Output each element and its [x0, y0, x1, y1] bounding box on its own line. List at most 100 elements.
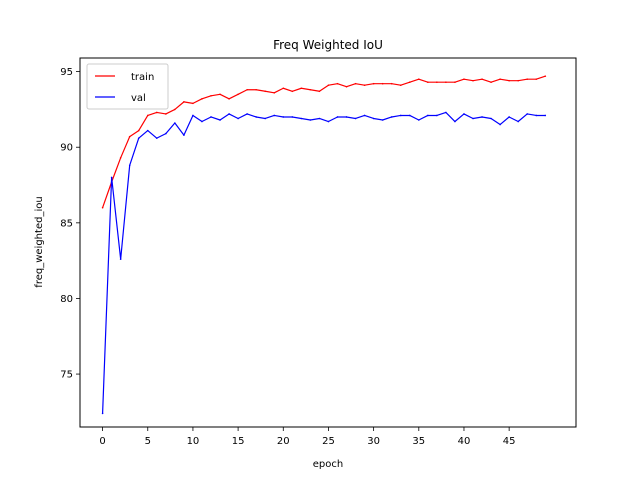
- x-tick-label: 30: [367, 436, 380, 447]
- data-point-val: [499, 123, 501, 126]
- y-tick-label: 75: [60, 370, 73, 381]
- x-tick-label: 0: [99, 436, 105, 447]
- plot-area: [101, 75, 547, 415]
- x-axis: 0 5 10 15 20 25 30 35 40 45: [99, 427, 516, 447]
- data-point-val: [282, 116, 285, 118]
- data-point-val: [291, 116, 294, 118]
- y-tick-label: 85: [60, 218, 73, 229]
- data-point-val: [408, 114, 411, 117]
- y-tick-label: 90: [60, 143, 73, 154]
- data-point-train: [183, 101, 185, 103]
- data-point-val: [273, 114, 276, 117]
- data-point-val: [436, 114, 438, 117]
- data-point-train: [228, 98, 230, 100]
- data-point-val: [372, 117, 375, 120]
- data-point-val: [246, 113, 248, 115]
- x-tick-label: 45: [503, 436, 516, 447]
- data-point-val: [327, 120, 330, 123]
- data-point-val: [318, 117, 321, 120]
- data-point-train: [255, 88, 257, 91]
- data-point-train: [535, 78, 538, 80]
- data-point-val: [390, 116, 393, 118]
- data-point-val: [137, 137, 140, 139]
- data-point-train: [309, 88, 312, 91]
- data-point-val: [165, 132, 167, 135]
- data-point-train: [390, 82, 393, 85]
- data-point-train: [418, 78, 420, 80]
- data-point-train: [354, 82, 357, 85]
- data-point-train: [165, 113, 167, 115]
- data-point-val: [201, 120, 203, 123]
- data-point-train: [273, 91, 276, 94]
- x-tick-label: 15: [232, 436, 245, 447]
- data-point-val: [110, 176, 113, 179]
- data-point-train: [336, 82, 339, 85]
- data-point-val: [228, 113, 230, 115]
- legend: train val: [86, 63, 169, 110]
- data-point-val: [526, 113, 529, 115]
- data-point-train: [201, 98, 203, 100]
- data-point-train: [544, 75, 547, 77]
- data-point-train: [399, 84, 402, 87]
- data-point-train: [219, 93, 221, 96]
- x-tick-label: 40: [458, 436, 471, 447]
- data-point-train: [472, 79, 474, 82]
- data-point-val: [490, 117, 492, 120]
- data-point-val: [381, 119, 384, 121]
- data-point-train: [363, 84, 366, 87]
- x-tick-label: 10: [187, 436, 200, 447]
- data-point-train: [345, 85, 348, 88]
- data-point-val: [128, 164, 131, 167]
- data-point-train: [237, 93, 239, 96]
- data-point-val: [155, 137, 158, 139]
- y-axis-label: freq_weighted_iou: [34, 196, 45, 287]
- data-point-train: [499, 78, 501, 80]
- legend-label-train: train: [131, 72, 154, 83]
- data-point-train: [146, 114, 149, 117]
- data-point-train: [372, 82, 375, 85]
- x-axis-label: epoch: [313, 459, 343, 470]
- data-point-train: [128, 135, 131, 138]
- y-tick-label: 95: [60, 67, 73, 78]
- data-point-val: [345, 116, 348, 118]
- data-point-train: [327, 84, 330, 87]
- plot-frame: [79, 57, 577, 428]
- x-tick-label: 20: [277, 436, 290, 447]
- data-point-train: [408, 81, 411, 83]
- data-point-val: [146, 129, 149, 132]
- data-point-train: [174, 108, 176, 111]
- data-point-val: [399, 114, 402, 117]
- data-point-train: [481, 78, 483, 80]
- data-point-val: [427, 114, 429, 117]
- data-point-train: [101, 206, 104, 209]
- chart-title: Freq Weighted IoU: [273, 38, 383, 52]
- data-point-val: [309, 119, 312, 121]
- data-point-train: [300, 87, 303, 90]
- data-point-train: [508, 79, 510, 82]
- data-point-val: [255, 116, 257, 118]
- data-point-train: [192, 102, 194, 105]
- data-point-val: [219, 119, 221, 121]
- data-point-train: [210, 95, 212, 97]
- data-point-train: [445, 81, 447, 83]
- data-point-val: [517, 120, 519, 123]
- data-point-train: [526, 78, 529, 80]
- data-point-train: [246, 88, 248, 91]
- data-point-train: [291, 90, 294, 93]
- data-point-val: [354, 117, 357, 120]
- data-point-train: [155, 111, 158, 114]
- data-point-val: [264, 117, 267, 120]
- data-point-val: [210, 116, 212, 118]
- data-point-val: [119, 258, 122, 260]
- data-point-val: [174, 122, 176, 124]
- data-point-val: [418, 119, 420, 121]
- data-point-val: [481, 116, 483, 118]
- data-point-val: [508, 116, 510, 118]
- data-point-val: [101, 412, 104, 415]
- data-point-train: [137, 129, 140, 132]
- series-line-val: [101, 111, 546, 414]
- data-point-val: [300, 117, 303, 120]
- data-point-val: [445, 111, 447, 114]
- data-point-train: [454, 81, 456, 83]
